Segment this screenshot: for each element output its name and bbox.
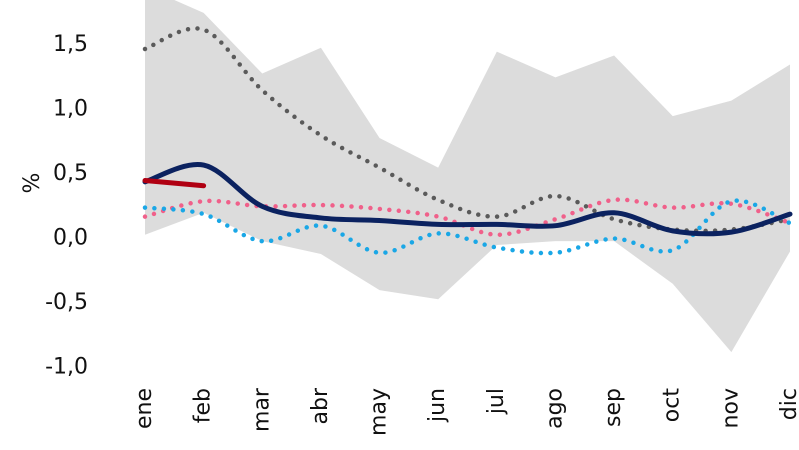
x-tick-label: ene bbox=[132, 388, 157, 429]
y-tick-label: -1,0 bbox=[45, 355, 88, 380]
x-tick-label: jun bbox=[425, 388, 450, 423]
y-axis-label: % bbox=[20, 173, 45, 194]
y-tick-label: 0,0 bbox=[53, 226, 88, 251]
x-tick-label: nov bbox=[718, 388, 743, 428]
x-tick-label: jul bbox=[484, 388, 509, 415]
series-line bbox=[142, 178, 207, 189]
x-tick-label: ago bbox=[542, 388, 567, 429]
x-tick-label: feb bbox=[191, 388, 216, 423]
y-tick-label: 1,5 bbox=[53, 32, 88, 57]
y-tick-label: -0,5 bbox=[45, 290, 88, 315]
x-tick-label: sep bbox=[601, 388, 626, 427]
x-tick-label: abr bbox=[308, 387, 333, 424]
y-tick-label: 1,0 bbox=[53, 97, 88, 122]
x-tick-label: oct bbox=[660, 388, 685, 423]
range-band bbox=[145, 0, 790, 353]
x-tick-label: mar bbox=[249, 387, 274, 432]
series-line bbox=[142, 26, 793, 234]
y-tick-label: 0,5 bbox=[53, 161, 88, 186]
x-tick-label: may bbox=[367, 388, 392, 436]
x-tick-label: dic bbox=[777, 388, 799, 420]
series-line bbox=[142, 198, 793, 256]
series-line bbox=[142, 161, 793, 237]
